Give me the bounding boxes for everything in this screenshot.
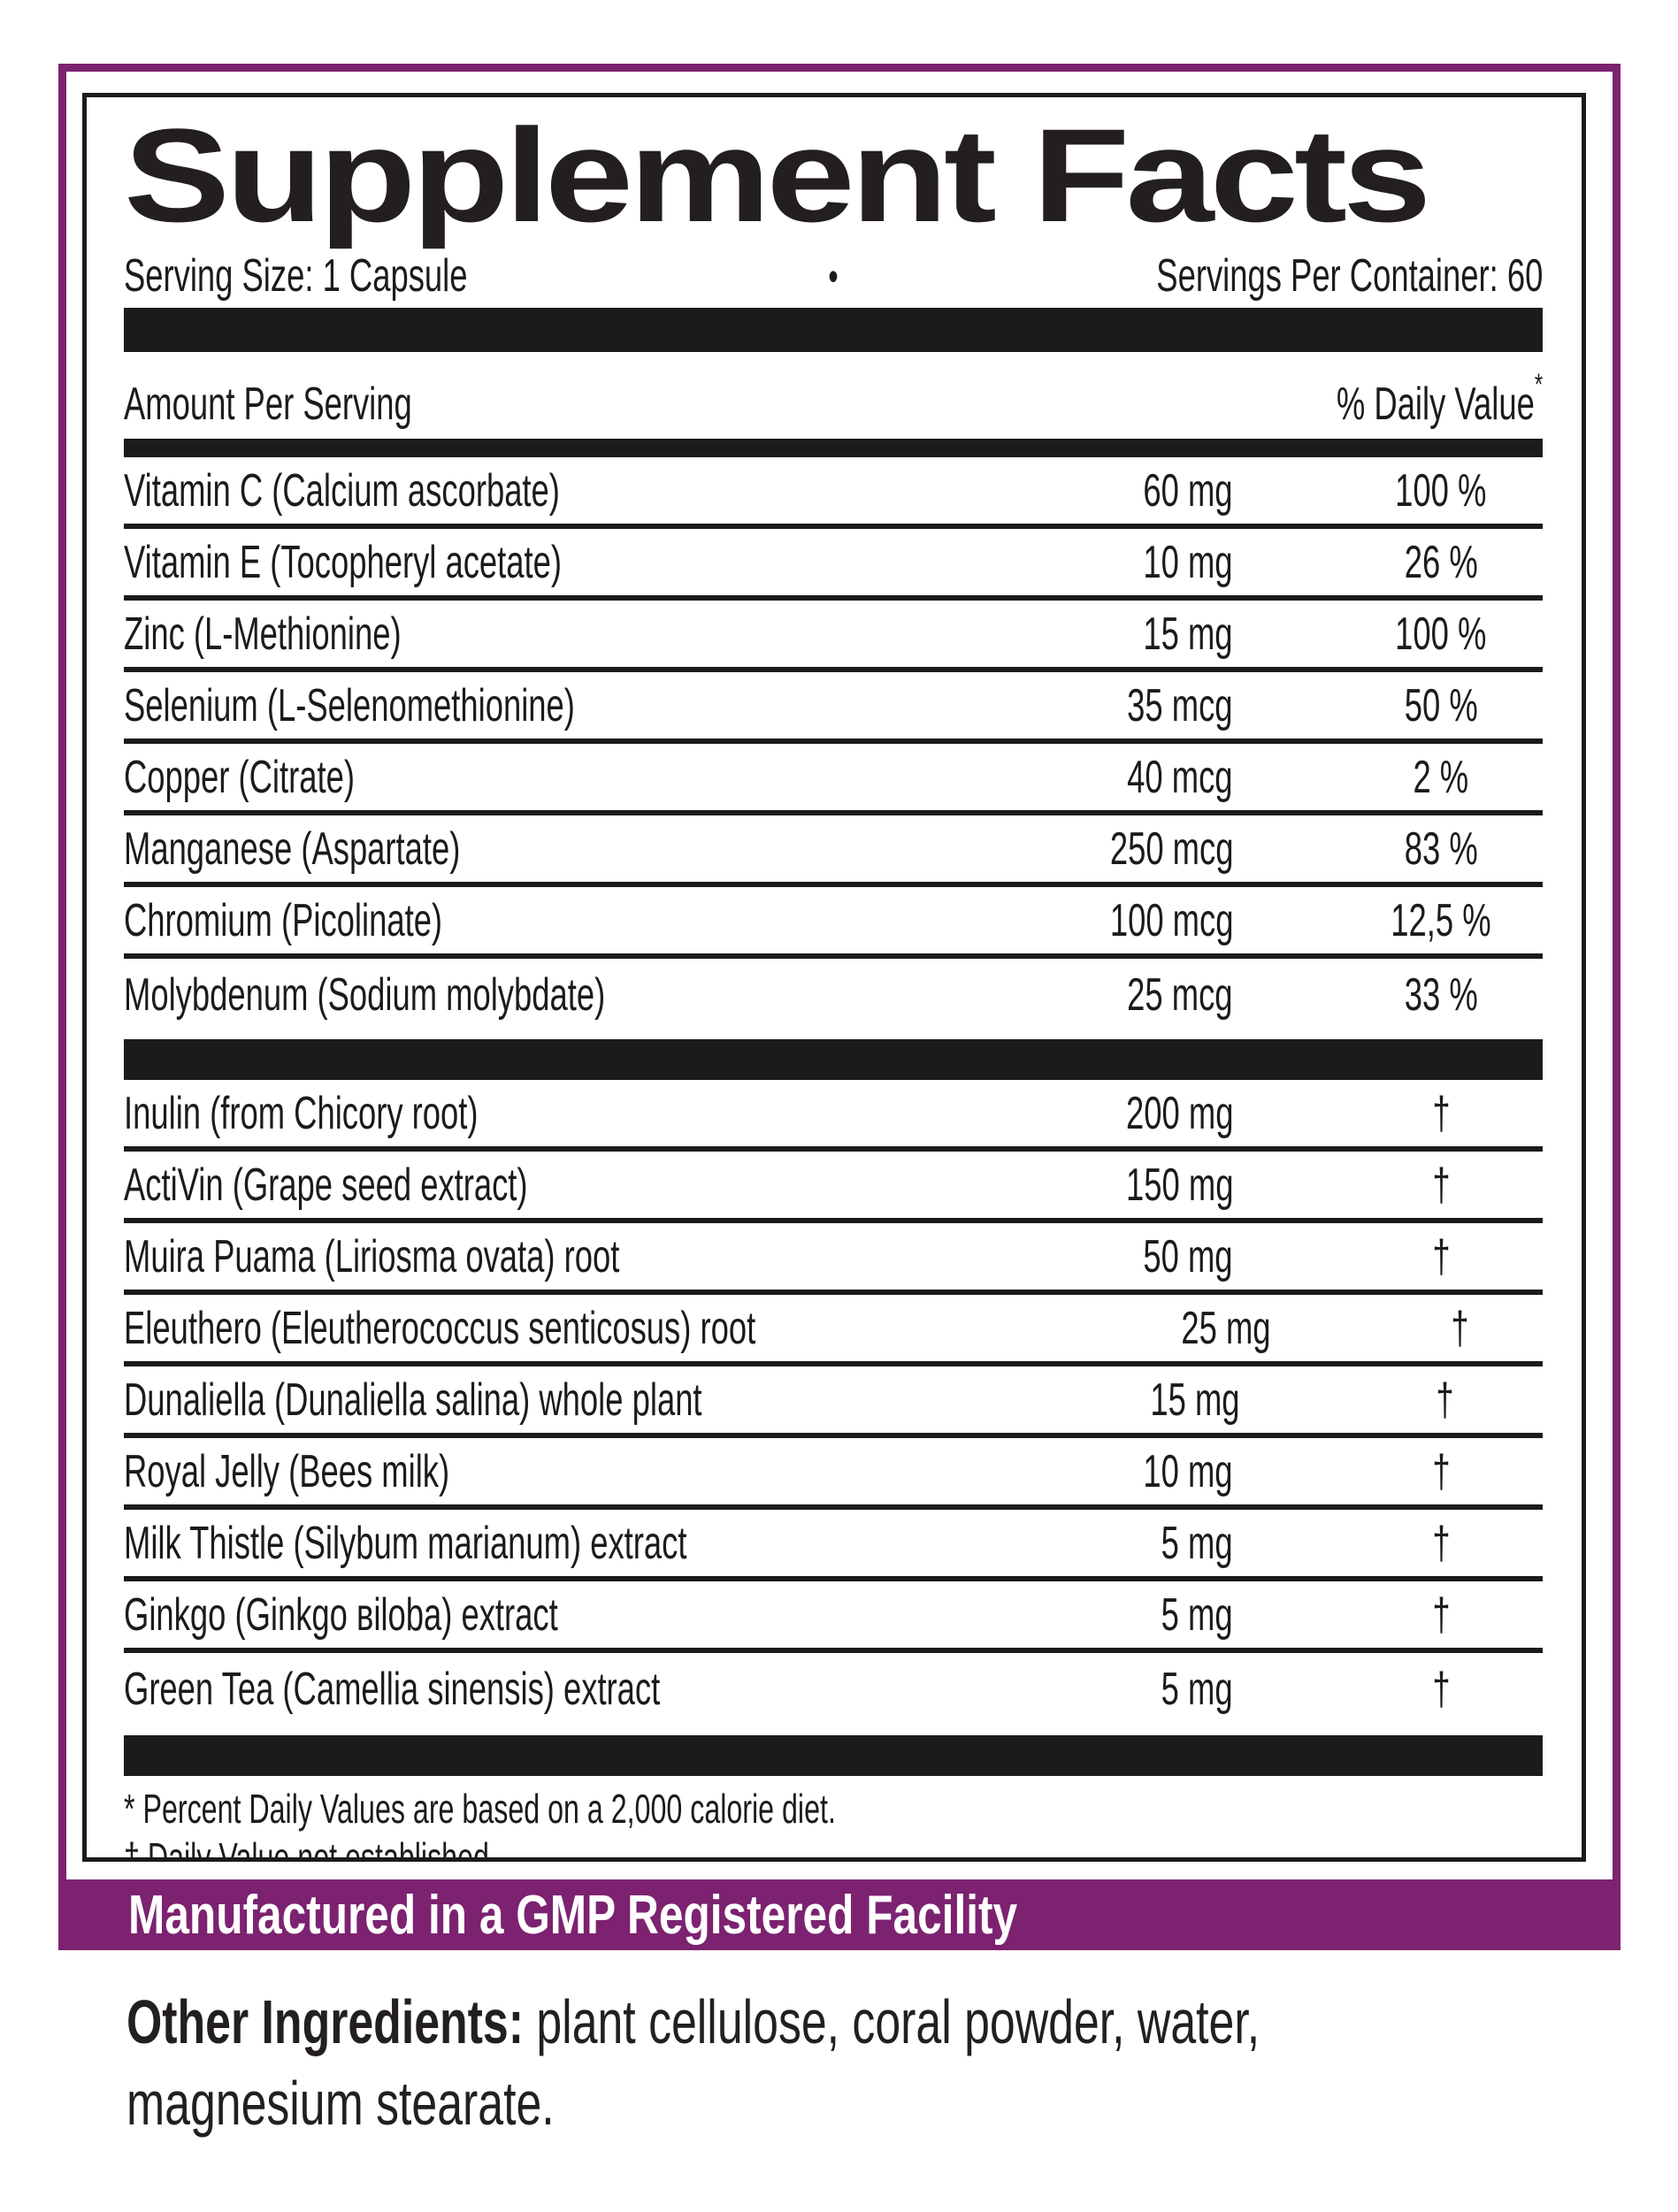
nutrient-daily-value: 33 %: [1404, 968, 1478, 1021]
nutrient-name: Selenium (L-Selenomethionine): [124, 679, 575, 731]
dagger-symbol: †: [1431, 1663, 1451, 1715]
daily-value-asterisk: *: [1534, 368, 1543, 402]
nutrient-amount: 15 mg: [1143, 608, 1233, 660]
other-ingredients-line2: magnesium stearate.: [126, 2069, 555, 2138]
nutrient-name: Muira Puama (Liriosma ovata) root: [124, 1230, 620, 1282]
divider-bar-bottom: [124, 1735, 1543, 1776]
nutrient-name: Molybdenum (Sodium molybdate): [124, 968, 606, 1021]
dagger-symbol: †: [1431, 1087, 1451, 1139]
nutrient-name: Green Tea (Camellia sinensis) extract: [124, 1663, 661, 1715]
dagger-symbol: †: [1431, 1517, 1451, 1569]
table-row: Dunaliella (Dunaliella salina) whole pla…: [124, 1366, 1543, 1438]
table-row: Eleuthero (Eleutherococcus senticosus) r…: [124, 1295, 1543, 1366]
other-ingredients-line1: Other Ingredients: plant cellulose, cora…: [126, 1981, 1658, 2063]
supplement-label-frame: Supplement Facts Serving Size: 1 Capsule…: [58, 64, 1621, 1950]
nutrient-amount: 15 mg: [1150, 1374, 1240, 1426]
serving-info: Serving Size: 1 Capsule • Servings Per C…: [124, 251, 1543, 301]
nutrient-daily-value: 83 %: [1404, 823, 1478, 875]
nutrient-name: Eleuthero (Eleutherococcus senticosus) r…: [124, 1302, 756, 1354]
nutrient-amount: 50 mg: [1143, 1230, 1233, 1282]
nutrient-amount: 25 mcg: [1127, 968, 1233, 1021]
other-ingredients-text: plant cellulose, coral powder, water,: [523, 1987, 1260, 2056]
nutrient-amount: 35 mcg: [1127, 679, 1233, 731]
dagger-symbol: †: [1431, 1588, 1451, 1641]
nutrient-amount: 250 mcg: [1109, 823, 1233, 875]
nutrient-amount: 40 mcg: [1127, 751, 1233, 803]
table-row: Manganese (Aspartate) 250 mcg 83 %: [124, 815, 1543, 887]
botanicals-section: Inulin (from Chicory root) 200 mg † Acti…: [124, 1080, 1543, 1725]
serving-size: Serving Size: 1 Capsule: [124, 250, 468, 302]
nutrient-name: ActiVin (Grape seed extract): [124, 1159, 528, 1211]
bullet-separator: •: [828, 253, 839, 299]
nutrient-amount: 200 mg: [1125, 1087, 1233, 1139]
nutrient-amount: 10 mg: [1143, 1445, 1233, 1497]
nutrient-daily-value: 12,5 %: [1391, 894, 1491, 946]
other-ingredients: Other Ingredients: plant cellulose, cora…: [126, 1981, 1658, 2144]
table-row: Copper (Citrate) 40 mcg 2 %: [124, 744, 1543, 815]
nutrient-amount: 25 mg: [1181, 1302, 1271, 1354]
footnotes: * Percent Daily Values are based on a 2,…: [124, 1785, 1543, 1862]
nutrient-amount: 5 mg: [1161, 1517, 1233, 1569]
nutrient-amount: 10 mg: [1143, 536, 1233, 588]
daily-value-header: % Daily Value*: [1336, 368, 1543, 430]
nutrient-name: Royal Jelly (Bees milk): [124, 1445, 450, 1497]
footnote-asterisk: * Percent Daily Values are based on a 2,…: [124, 1786, 836, 1832]
table-row: Vitamin E (Tocopheryl acetate) 10 mg 26 …: [124, 529, 1543, 601]
dagger-symbol: †: [1431, 1445, 1451, 1497]
table-row: Selenium (L-Selenomethionine) 35 mcg 50 …: [124, 672, 1543, 744]
table-row: ActiVin (Grape seed extract) 150 mg †: [124, 1152, 1543, 1223]
table-row: Royal Jelly (Bees milk) 10 mg †: [124, 1438, 1543, 1510]
nutrient-daily-value: 2 %: [1413, 751, 1469, 803]
nutrient-daily-value: 26 %: [1404, 536, 1478, 588]
nutrient-name: Inulin (from Chicory root): [124, 1087, 479, 1139]
table-row: Milk Thistle (Silybum marianum) extract …: [124, 1510, 1543, 1581]
divider-bar-header: [124, 439, 1543, 457]
dagger-symbol: †: [1435, 1374, 1454, 1426]
nutrient-amount: 5 mg: [1161, 1663, 1233, 1715]
table-row: Molybdenum (Sodium molybdate) 25 mcg 33 …: [124, 959, 1543, 1030]
nutrient-name: Copper (Citrate): [124, 751, 355, 803]
table-row: Vitamin C (Calcium ascorbate) 60 mg 100 …: [124, 457, 1543, 529]
minerals-section: Vitamin C (Calcium ascorbate) 60 mg 100 …: [124, 457, 1543, 1030]
servings-per-container: Servings Per Container: 60: [1155, 250, 1544, 302]
table-row: Zinc (L-Methionine) 15 mg 100 %: [124, 601, 1543, 672]
divider-bar-top: [124, 308, 1543, 352]
table-row: Ginkgo (Ginkgo вiloba) extract 5 mg †: [124, 1581, 1543, 1653]
nutrient-amount: 60 mg: [1143, 464, 1233, 517]
footnote-dagger: † Daily Value not established.: [124, 1834, 497, 1862]
dagger-symbol: †: [1431, 1159, 1451, 1211]
panel-title: Supplement Facts: [124, 101, 1543, 249]
dagger-symbol: †: [1431, 1230, 1451, 1282]
nutrient-name: Manganese (Aspartate): [124, 823, 461, 875]
nutrient-name: Chromium (Picolinate): [124, 894, 443, 946]
gmp-banner-text: Manufactured in a GMP Registered Facilit…: [128, 1884, 1018, 1946]
nutrient-daily-value: 100 %: [1395, 608, 1487, 660]
nutrient-amount: 100 mcg: [1109, 894, 1233, 946]
nutrient-name: Vitamin C (Calcium ascorbate): [124, 464, 560, 517]
nutrient-daily-value: 50 %: [1404, 679, 1478, 731]
table-row: Inulin (from Chicory root) 200 mg †: [124, 1080, 1543, 1152]
amount-per-serving-header: Amount Per Serving: [124, 379, 412, 430]
divider-bar-middle: [124, 1039, 1543, 1080]
nutrient-name: Vitamin E (Tocopheryl acetate): [124, 536, 563, 588]
nutrient-name: Milk Thistle (Silybum marianum) extract: [124, 1517, 687, 1569]
nutrient-amount: 5 mg: [1161, 1588, 1233, 1641]
table-row: Chromium (Picolinate) 100 mcg 12,5 %: [124, 887, 1543, 959]
nutrient-name: Dunaliella (Dunaliella salina) whole pla…: [124, 1374, 702, 1426]
nutrient-name: Zinc (L-Methionine): [124, 608, 402, 660]
nutrient-amount: 150 mg: [1125, 1159, 1233, 1211]
panel-title-text: Supplement Facts: [124, 101, 1431, 249]
nutrient-daily-value: 100 %: [1395, 464, 1487, 517]
gmp-banner: Manufactured in a GMP Registered Facilit…: [66, 1879, 1613, 1950]
supplement-facts-panel: Supplement Facts Serving Size: 1 Capsule…: [82, 93, 1586, 1862]
other-ingredients-label: Other Ingredients:: [126, 1987, 524, 2056]
table-row: Muira Puama (Liriosma ovata) root 50 mg …: [124, 1223, 1543, 1295]
dagger-symbol: †: [1451, 1302, 1469, 1354]
table-row: Green Tea (Camellia sinensis) extract 5 …: [124, 1653, 1543, 1725]
table-header: Amount Per Serving % Daily Value*: [124, 359, 1543, 430]
nutrient-name: Ginkgo (Ginkgo вiloba) extract: [124, 1588, 558, 1641]
